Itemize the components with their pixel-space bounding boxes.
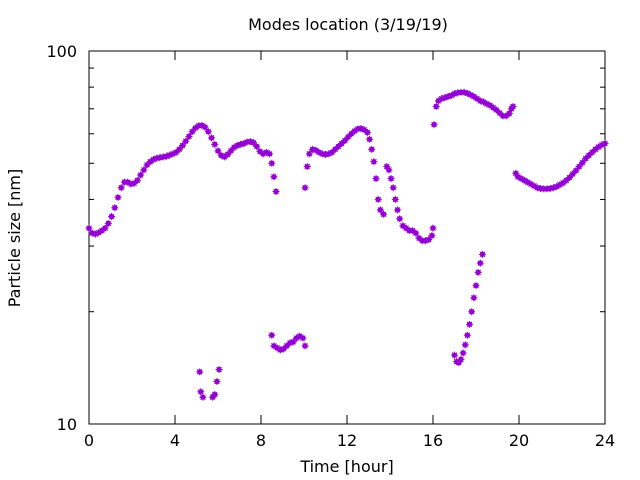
y-axis-label: Particle size [nm] xyxy=(5,169,24,308)
data-point xyxy=(185,132,193,140)
data-point xyxy=(301,184,309,192)
data-point xyxy=(117,184,125,192)
data-point xyxy=(204,128,212,136)
data-point xyxy=(133,176,141,184)
data-point xyxy=(85,224,93,232)
data-point xyxy=(374,195,382,203)
data-point xyxy=(472,282,480,290)
data-point xyxy=(380,210,388,218)
data-point xyxy=(266,150,274,158)
data-point xyxy=(572,167,580,175)
data-point xyxy=(211,390,219,398)
plot-border xyxy=(88,50,606,425)
x-tick-label: 20 xyxy=(509,431,529,450)
data-point xyxy=(396,215,404,223)
data-point xyxy=(505,109,513,117)
data-point xyxy=(376,206,384,214)
data-point xyxy=(366,135,374,143)
data-point xyxy=(391,195,399,203)
data-point xyxy=(268,331,276,339)
data-point xyxy=(201,123,209,131)
data-point xyxy=(389,184,397,192)
data-point xyxy=(111,204,119,212)
data-point xyxy=(601,139,609,147)
chart-title: Modes location (3/19/19) xyxy=(248,15,448,34)
data-point xyxy=(299,334,307,342)
data-point xyxy=(253,142,261,150)
data-point xyxy=(211,140,219,148)
data-point xyxy=(303,163,311,171)
x-tick-label: 24 xyxy=(595,431,615,450)
data-point xyxy=(476,259,484,267)
data-point xyxy=(509,102,517,110)
data-point xyxy=(199,393,207,401)
data-point xyxy=(451,351,458,359)
tick-labels: 0 4 8 12 16 20 24 10 100 xyxy=(46,42,615,450)
data-point xyxy=(213,377,221,385)
x-tick-label: 4 xyxy=(170,431,180,450)
y-tick-label: 100 xyxy=(46,42,77,61)
data-point xyxy=(101,224,109,232)
data-point xyxy=(387,175,395,183)
data-point xyxy=(108,212,116,220)
data-point xyxy=(305,150,313,158)
data-point xyxy=(412,229,420,237)
data-point xyxy=(104,219,112,227)
data-point xyxy=(394,206,402,214)
x-tick-label: 16 xyxy=(423,431,443,450)
data-point xyxy=(385,166,393,174)
data-point xyxy=(196,368,204,376)
data-point xyxy=(215,365,223,373)
data-point xyxy=(182,137,190,145)
data-point xyxy=(425,236,433,244)
data-point xyxy=(428,232,436,240)
y-tick-label: 10 xyxy=(57,415,77,434)
data-point xyxy=(137,171,145,179)
data-point xyxy=(372,175,380,183)
data-point xyxy=(368,145,376,153)
data-point xyxy=(301,342,309,350)
data-point xyxy=(578,159,586,167)
data-point xyxy=(214,147,222,155)
data-point xyxy=(370,158,378,166)
data-point xyxy=(461,341,469,349)
data-point xyxy=(208,134,216,142)
data-point xyxy=(179,142,187,150)
x-tick-label: 0 xyxy=(84,431,94,450)
data-point xyxy=(432,102,440,110)
data-point xyxy=(474,268,482,276)
data-point xyxy=(272,188,280,196)
data-point xyxy=(478,250,486,258)
data-point xyxy=(429,224,437,232)
data-point xyxy=(466,320,474,328)
data-point xyxy=(459,349,467,357)
data-point xyxy=(463,331,471,339)
x-axis-label: Time [hour] xyxy=(299,457,393,476)
data-point xyxy=(270,173,278,181)
data-point xyxy=(363,128,371,136)
data-point xyxy=(197,388,205,396)
data-point xyxy=(470,294,478,302)
data-points xyxy=(85,88,609,401)
data-point xyxy=(457,355,465,363)
data-point xyxy=(430,121,438,129)
data-point xyxy=(114,193,122,201)
x-tick-label: 12 xyxy=(337,431,357,450)
x-tick-label: 8 xyxy=(256,431,266,450)
data-point xyxy=(140,166,148,174)
tick-marks xyxy=(88,50,606,425)
data-point xyxy=(468,308,476,316)
data-point xyxy=(268,159,276,167)
